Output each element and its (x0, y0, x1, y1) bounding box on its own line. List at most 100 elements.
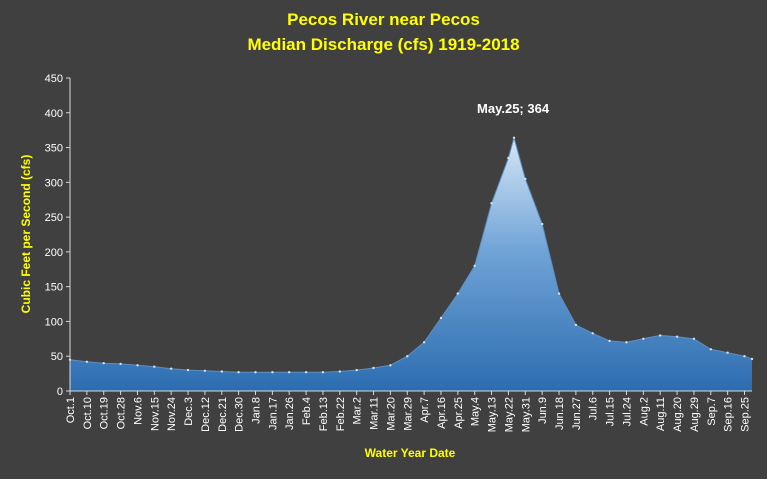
data-point (507, 156, 510, 160)
x-tick-label: Aug.11 (655, 397, 667, 431)
x-tick-label: Aug.29 (689, 397, 701, 432)
x-tick-label: Aug.20 (672, 397, 684, 432)
x-tick-label: Oct.19 (99, 397, 111, 429)
data-point (321, 371, 325, 374)
data-point (591, 332, 594, 335)
x-tick-label: Jul.24 (621, 397, 633, 426)
data-point (541, 222, 544, 226)
y-tick-label: 250 (45, 212, 63, 224)
data-point (406, 355, 409, 358)
x-tick-label: Aug.2 (638, 397, 650, 426)
y-tick-label: 450 (45, 73, 63, 85)
x-tick-label: Sep.16 (723, 397, 735, 432)
data-point (490, 202, 493, 205)
data-point (338, 370, 341, 373)
data-point (608, 339, 611, 343)
y-tick-label: 300 (45, 177, 63, 189)
data-point (675, 335, 679, 338)
x-tick-label: Dec.30 (234, 397, 246, 432)
data-point (439, 316, 443, 320)
x-tick-label: Jun.18 (554, 397, 566, 430)
x-tick-label: May.13 (487, 397, 499, 432)
data-point (85, 360, 89, 363)
x-tick-label: Jun.9 (537, 397, 549, 424)
x-tick-label: Oct.28 (116, 397, 128, 429)
x-tick-label: Nov.15 (149, 397, 161, 431)
data-point (119, 362, 122, 366)
x-tick-label: Apr.7 (419, 397, 431, 423)
data-point (743, 355, 746, 358)
data-point (304, 371, 308, 374)
x-tick-label: Dec.21 (217, 397, 229, 432)
data-point (102, 362, 105, 365)
data-point (557, 292, 561, 295)
data-point (355, 368, 358, 372)
data-point (659, 334, 662, 337)
x-axis-title: Water Year Date (365, 446, 456, 460)
x-tick-label: Jan.8 (250, 397, 262, 424)
x-tick-label: Mar.2 (352, 397, 364, 425)
data-point (372, 366, 375, 370)
data-point (136, 364, 139, 367)
x-tick-label: Jul.15 (605, 397, 617, 426)
x-tick-label: Jan.17 (267, 397, 279, 430)
data-point (625, 341, 628, 344)
y-tick-label: 350 (45, 143, 63, 155)
data-point (389, 364, 392, 367)
chart-title: Pecos River near Pecos (287, 10, 480, 29)
x-tick-label: Oct.1 (65, 397, 77, 423)
data-point (153, 365, 156, 368)
x-tick-label: Oct.10 (82, 397, 94, 429)
data-point (220, 370, 223, 373)
data-point (186, 368, 190, 372)
data-point (709, 348, 712, 351)
x-tick-label: Jul.6 (588, 397, 600, 420)
data-point (642, 337, 645, 340)
x-tick-label: Nov.6 (132, 397, 144, 425)
x-tick-label: Dec.3 (183, 397, 195, 426)
data-point (726, 351, 729, 354)
x-tick-label: Nov.24 (166, 397, 178, 431)
x-tick-label: May.4 (470, 397, 482, 426)
y-tick-label: 50 (51, 351, 63, 363)
x-tick-label: Feb.13 (318, 397, 330, 431)
data-point (237, 371, 240, 374)
data-point (750, 357, 754, 361)
data-point (692, 337, 696, 340)
x-tick-label: Jan.26 (284, 397, 296, 430)
data-point (512, 136, 516, 139)
x-tick-label: Feb.22 (335, 397, 347, 431)
data-point (473, 264, 476, 267)
x-tick-label: Feb.4 (301, 397, 313, 425)
y-axis-title: Cubic Feet per Second (cfs) (19, 155, 33, 314)
y-tick-label: 150 (45, 282, 63, 294)
x-tick-label: Sep.25 (740, 397, 752, 432)
data-point (203, 369, 207, 372)
data-point (254, 371, 257, 374)
discharge-line (69, 135, 753, 373)
y-tick-label: 100 (45, 316, 63, 328)
x-tick-label: Apr.16 (436, 397, 448, 429)
data-point (288, 371, 291, 374)
x-tick-label: Jun.27 (571, 397, 583, 430)
data-point (271, 371, 274, 374)
data-point (170, 367, 173, 370)
data-point (524, 177, 527, 181)
x-tick-label: May.22 (503, 397, 515, 432)
y-tick-label: 200 (45, 247, 63, 259)
data-point (422, 341, 426, 344)
data-point (456, 292, 459, 295)
x-tick-label: Mar.29 (402, 397, 414, 431)
x-tick-label: Mar.11 (369, 397, 381, 430)
x-tick-label: Apr.25 (453, 397, 465, 429)
chart-subtitle: Median Discharge (cfs) 1919-2018 (247, 35, 520, 54)
x-tick-label: Dec.12 (200, 397, 212, 432)
peak-annotation: May.25; 364 (477, 101, 550, 116)
x-tick-label: Mar.20 (385, 397, 397, 431)
x-tick-label: May.31 (520, 397, 532, 432)
y-tick-label: 400 (45, 108, 63, 120)
x-tick-label: Sep.7 (706, 397, 718, 426)
data-point (574, 323, 578, 327)
